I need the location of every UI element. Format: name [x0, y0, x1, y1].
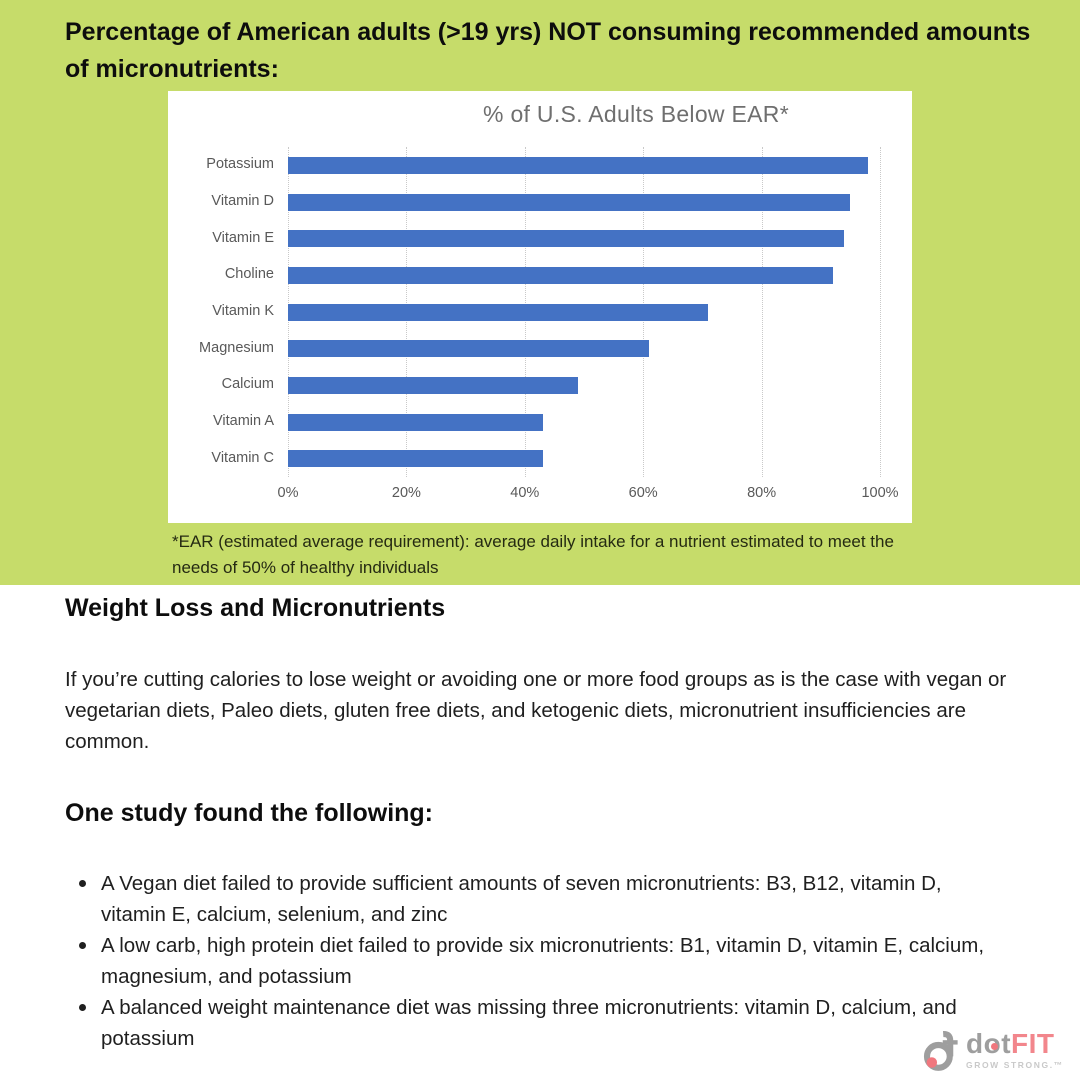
chart-plot-area	[288, 147, 881, 477]
intro-paragraph: If you’re cutting calories to lose weigh…	[65, 668, 1007, 753]
category-label: Vitamin K	[212, 303, 274, 319]
bar-vitamin-k	[288, 303, 709, 321]
x-tick-label: 60%	[628, 485, 658, 501]
bullet-item: A balanced weight maintenance diet was m…	[65, 992, 1005, 1054]
chart-title: % of U.S. Adults Below EAR*	[483, 101, 789, 127]
category-label: Calcium	[221, 376, 274, 393]
category-label: Vitamin E	[212, 229, 274, 246]
heading-one-study: One study found the following:	[65, 799, 434, 827]
chart-panel: % of U.S. Adults Below EAR* Potassium Vit…	[168, 91, 912, 523]
bar-vitamin-d	[288, 193, 851, 211]
logo-dot-text: dot	[966, 1028, 1012, 1059]
logo-tagline: GROW STRONG.™	[966, 1060, 1064, 1070]
category-label: Magnesium	[199, 339, 274, 356]
heading-weight-loss: Weight Loss and Micronutrients	[65, 594, 446, 622]
dotfit-wordmark: dotFIT	[966, 1029, 1064, 1059]
category-label: Vitamin C	[211, 449, 274, 466]
dotfit-logo: dotFIT GROW STRONG.™	[920, 1029, 1072, 1075]
logo-fit-text: FIT	[1011, 1028, 1055, 1059]
chart-x-axis: 0% 20% 40% 60% 80% 100%	[168, 485, 912, 509]
category-label: Vitamin A	[213, 413, 274, 429]
logo-o-dot-icon	[991, 1043, 998, 1050]
x-tick-label: 40%	[510, 485, 540, 501]
bullet-item: A low carb, high protein diet failed to …	[65, 930, 1005, 992]
category-label: Vitamin D	[211, 193, 274, 209]
chart-category-labels: Potassium Vitamin D Vitamin E Choline Vitami…	[168, 147, 274, 477]
x-tick-label: 0%	[277, 485, 299, 501]
x-tick-label: 80%	[747, 485, 777, 501]
chart-gridline	[761, 147, 763, 477]
page-title: Percentage of American adults (>19 yrs) …	[65, 18, 1031, 83]
chart-footnote: *EAR (estimated average requirement): av…	[172, 532, 894, 577]
x-tick-label: 20%	[391, 485, 421, 501]
bar-vitamin-a	[288, 413, 543, 431]
dotfit-logo-icon	[923, 1030, 958, 1071]
category-label: Choline	[224, 266, 274, 283]
bar-choline	[288, 266, 833, 284]
bullet-item: A Vegan diet failed to provide sufficien…	[65, 868, 1005, 930]
category-label: Potassium	[206, 156, 274, 173]
bar-calcium	[288, 376, 579, 394]
bar-potassium	[288, 156, 869, 174]
x-tick-label: 100%	[861, 485, 899, 501]
chart-gridline	[880, 147, 881, 477]
bar-vitamin-e	[288, 230, 845, 248]
bar-vitamin-c	[288, 450, 543, 468]
bar-magnesium	[288, 340, 650, 358]
study-findings-list: A Vegan diet failed to provide sufficien…	[65, 868, 1005, 1054]
